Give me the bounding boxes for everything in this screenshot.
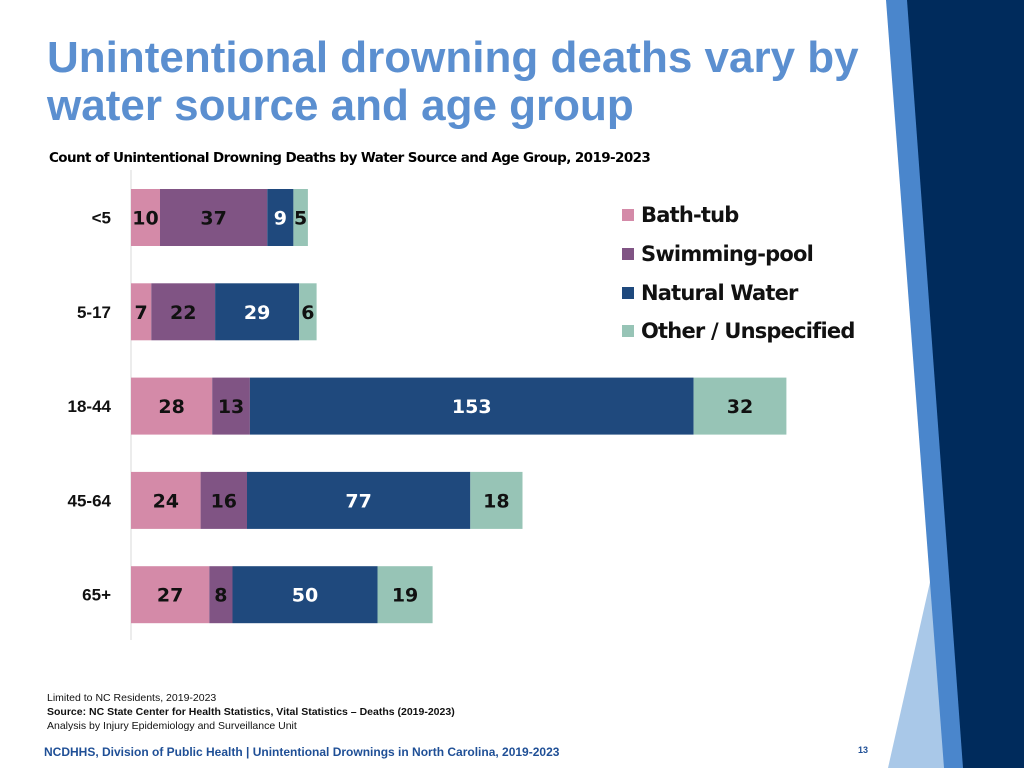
legend-swatch-other <box>622 325 634 338</box>
legend-item-bath-tub: Bath-tub <box>622 196 855 235</box>
bar-swimming-pool-45-64 <box>200 471 247 529</box>
data-label-bath-tub-5: 10 <box>132 208 158 230</box>
bar-bath-tub-5 <box>131 189 160 246</box>
note-source: Source: NC State Center for Health Stati… <box>47 706 455 718</box>
legend-label-other: Other / Unspecified <box>641 319 855 344</box>
category-label-5: <5 <box>92 209 111 228</box>
page-title: Unintentional drowning deaths vary by wa… <box>47 33 859 130</box>
data-label-other-unspecified-18-44: 32 <box>727 396 753 418</box>
category-label-65: 65+ <box>82 586 111 605</box>
data-label-other-unspecified-65: 19 <box>392 585 418 607</box>
data-label-natural-water-5: 9 <box>274 208 287 230</box>
data-label-bath-tub-5-17: 7 <box>135 302 148 324</box>
data-label-swimming-pool-5-17: 22 <box>170 302 196 324</box>
legend-label-natural-water: Natural Water <box>641 280 798 305</box>
bar-swimming-pool-5-17 <box>151 283 216 341</box>
legend-swatch-swimming-pool <box>622 248 634 261</box>
bar-bath-tub-45-64 <box>131 471 201 529</box>
category-label-45-64: 45-64 <box>68 491 112 510</box>
category-label-5-17: 5-17 <box>77 303 111 322</box>
data-label-natural-water-5-17: 29 <box>244 302 270 324</box>
data-label-other-unspecified-5-17: 6 <box>301 302 314 324</box>
bar-other-unspecified-5-17 <box>299 283 317 341</box>
note-scope: Limited to NC Residents, 2019-2023 <box>47 692 217 704</box>
bar-bath-tub-65 <box>131 566 210 624</box>
bar-other-unspecified-18-44 <box>693 377 787 435</box>
data-label-other-unspecified-5: 5 <box>294 208 307 230</box>
bar-swimming-pool-5 <box>160 189 268 246</box>
bar-natural-water-18-44 <box>249 377 694 435</box>
data-label-swimming-pool-5: 37 <box>200 208 226 230</box>
data-label-swimming-pool-18-44: 13 <box>218 396 244 418</box>
bar-other-unspecified-5 <box>293 189 308 246</box>
category-label-18-44: 18-44 <box>68 397 112 416</box>
legend-item-natural-water: Natural Water <box>622 273 855 312</box>
note-analysis: Analysis by Injury Epidemiology and Surv… <box>47 720 297 732</box>
deco-dark-band <box>906 0 1024 768</box>
deco-blue-stripe <box>886 0 963 768</box>
data-label-bath-tub-45-64: 24 <box>153 490 179 512</box>
legend-label-bath-tub: Bath-tub <box>641 203 739 228</box>
footer-text: NCDHHS, Division of Public Health | Unin… <box>44 745 560 759</box>
bar-swimming-pool-65 <box>209 566 233 624</box>
legend-item-other: Other / Unspecified <box>622 312 855 351</box>
bar-natural-water-5-17 <box>215 283 300 341</box>
bar-natural-water-5 <box>267 189 294 246</box>
data-label-swimming-pool-45-64: 16 <box>211 490 237 512</box>
bar-other-unspecified-65 <box>377 566 433 624</box>
bar-other-unspecified-45-64 <box>470 471 523 529</box>
chart-subtitle: Count of Unintentional Drowning Deaths b… <box>49 150 651 166</box>
chart-legend: Bath-tub Swimming-pool Natural Water Oth… <box>622 196 855 351</box>
legend-swatch-natural-water <box>622 286 634 299</box>
legend-label-swimming-pool: Swimming-pool <box>641 242 814 267</box>
bar-natural-water-65 <box>232 566 378 624</box>
data-label-natural-water-65: 50 <box>292 585 318 607</box>
legend-item-swimming-pool: Swimming-pool <box>622 235 855 274</box>
bar-natural-water-45-64 <box>247 471 471 529</box>
bar-bath-tub-18-44 <box>131 377 213 435</box>
data-label-natural-water-18-44: 153 <box>452 396 492 418</box>
data-label-other-unspecified-45-64: 18 <box>483 490 509 512</box>
data-label-bath-tub-65: 27 <box>157 585 183 607</box>
bar-bath-tub-5-17 <box>131 283 152 341</box>
data-label-bath-tub-18-44: 28 <box>158 396 184 418</box>
chart-notes: Limited to NC Residents, 2019-2023 Sourc… <box>47 691 455 733</box>
data-label-swimming-pool-65: 8 <box>214 585 227 607</box>
bar-swimming-pool-18-44 <box>212 377 250 435</box>
page-number: 13 <box>858 745 869 755</box>
legend-swatch-bath-tub <box>622 209 634 222</box>
data-label-natural-water-45-64: 77 <box>345 490 371 512</box>
